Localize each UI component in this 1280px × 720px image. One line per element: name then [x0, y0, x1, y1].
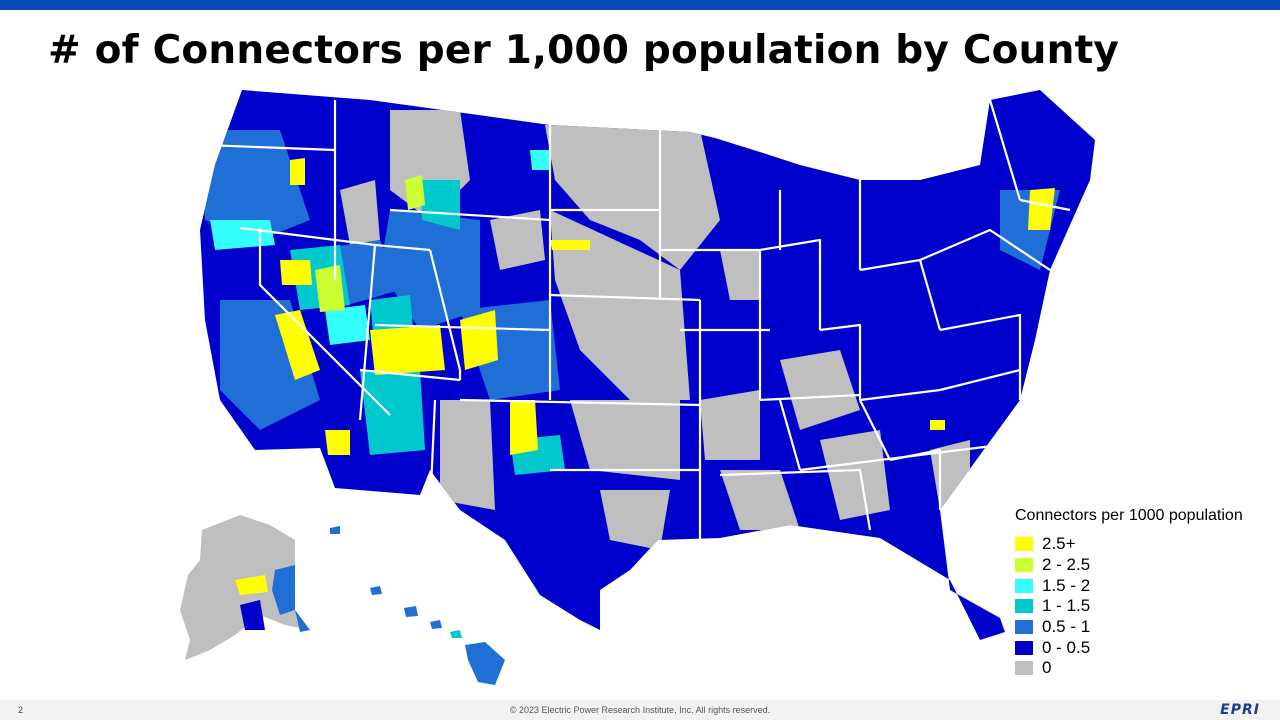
legend-item: 2 - 2.5 — [1015, 555, 1275, 576]
legend-swatch — [1015, 640, 1033, 655]
page-number: 2 — [18, 705, 24, 715]
legend-swatch — [1015, 620, 1033, 635]
legend-item: 1.5 - 2 — [1015, 575, 1275, 596]
alaska — [180, 515, 310, 660]
legend-swatch — [1015, 599, 1033, 614]
legend-label: 1.5 - 2 — [1042, 575, 1091, 595]
slide-title: # of Connectors per 1,000 population by … — [48, 28, 1120, 73]
epri-logo: EPRI — [1220, 702, 1260, 718]
top-accent-bar — [0, 0, 1280, 10]
map-legend: Connectors per 1000 population 2.5+ 2 - 2… — [1015, 507, 1275, 679]
legend-label: 0 — [1042, 658, 1052, 678]
legend-item: 0.5 - 1 — [1015, 617, 1275, 638]
legend-label: 2 - 2.5 — [1042, 555, 1091, 575]
legend-label: 0.5 - 1 — [1042, 617, 1091, 637]
legend-label: 1 - 1.5 — [1042, 596, 1091, 616]
copyright-text: © 2023 Electric Power Research Institute… — [509, 705, 771, 715]
us-county-map — [160, 70, 1160, 710]
legend-item: 1 - 1.5 — [1015, 596, 1275, 617]
legend-item: 0 - 0.5 — [1015, 637, 1275, 658]
legend-item: 2.5+ — [1015, 534, 1275, 555]
pr-marker — [330, 526, 340, 534]
legend-swatch — [1015, 537, 1033, 552]
us-map-svg — [180, 90, 1095, 685]
legend-swatch — [1015, 661, 1033, 676]
county-choropleth — [200, 110, 1060, 550]
legend-swatch — [1015, 558, 1033, 573]
legend-item: 0 — [1015, 658, 1275, 679]
legend-swatch — [1015, 578, 1033, 593]
legend-title: Connectors per 1000 population — [1015, 507, 1243, 524]
state-borders — [204, 99, 1071, 540]
legend-label: 2.5+ — [1042, 534, 1076, 554]
footer: 2 © 2023 Electric Power Research Institu… — [0, 700, 1280, 720]
hawaii — [370, 586, 505, 685]
legend-label: 0 - 0.5 — [1042, 637, 1091, 657]
